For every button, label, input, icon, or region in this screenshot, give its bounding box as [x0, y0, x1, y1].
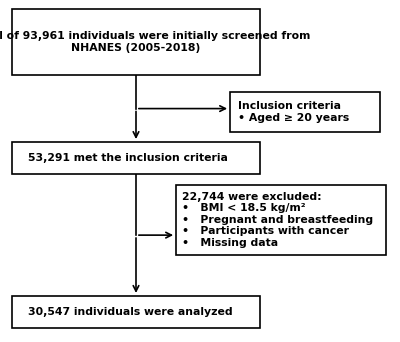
Text: 22,744 were excluded:
•   BMI < 18.5 kg/m²
•   Pregnant and breastfeeding
•   Pa: 22,744 were excluded: • BMI < 18.5 kg/m²… [182, 192, 373, 248]
FancyBboxPatch shape [230, 92, 380, 132]
Text: A total of 93,961 individuals were initially screened from
NHANES (2005-2018): A total of 93,961 individuals were initi… [0, 31, 310, 53]
FancyBboxPatch shape [176, 185, 386, 255]
FancyBboxPatch shape [12, 142, 260, 174]
FancyBboxPatch shape [12, 296, 260, 328]
FancyBboxPatch shape [12, 9, 260, 75]
Text: 30,547 individuals were analyzed: 30,547 individuals were analyzed [28, 307, 233, 317]
Text: 53,291 met the inclusion criteria: 53,291 met the inclusion criteria [28, 153, 228, 163]
Text: Inclusion criteria
• Aged ≥ 20 years: Inclusion criteria • Aged ≥ 20 years [238, 101, 349, 123]
